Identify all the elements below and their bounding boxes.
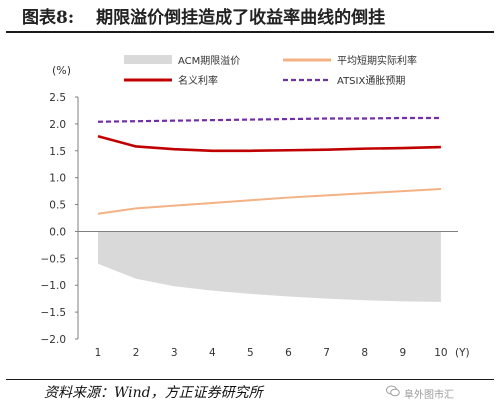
y-axis-label: (%): [52, 64, 71, 77]
y-tick-label: 1.0: [49, 173, 66, 185]
y-tick-label: −0.5: [41, 253, 67, 265]
y-tick-label: 2.5: [49, 92, 66, 104]
x-axis-ticks: 1 2 3 4 5 6 7 8 9 10: [95, 347, 448, 359]
y-tick-label: −1.0: [41, 280, 67, 292]
y-axis-ticks: 2.5 2.0 1.5 1.0 0.5 0.0 −0.5 −1.0 −1.5 −2.0: [41, 92, 67, 346]
plot-area: [75, 96, 458, 340]
x-tick-label: 4: [209, 347, 216, 359]
x-tick-label: 3: [171, 347, 178, 359]
x-tick-label: 10: [434, 347, 447, 359]
series-avg-short-rate-line: [97, 187, 441, 215]
y-tick-label: −1.5: [41, 307, 67, 319]
watermark-text: 阜外图市汇: [404, 390, 454, 401]
legend-label-2: 平均短期实际利率: [337, 54, 417, 67]
x-tick-label: 7: [323, 347, 330, 359]
legend-swatch-1: [124, 55, 172, 64]
legend-label-1: ACM期限溢价: [178, 54, 240, 67]
series-nominal-rate-line: [97, 135, 441, 153]
title-text: 期限溢价倒挂造成了收益率曲线的倒挂: [96, 8, 386, 28]
title-divider: [6, 31, 494, 33]
legend-label-4: ATSIX通胀预期: [337, 75, 405, 87]
x-tick-label: 9: [399, 347, 406, 359]
y-tick-label: −2.0: [41, 334, 67, 346]
source-divider: [6, 379, 494, 380]
x-tick-label: 6: [285, 347, 292, 359]
x-tick-label: 1: [95, 347, 102, 359]
legend-label-3: 名义利率: [178, 74, 218, 87]
x-tick-label: 2: [133, 347, 140, 359]
series-atsix-line: [97, 116, 441, 123]
y-tick-label: 1.5: [49, 146, 66, 158]
chart-title: 图表8: 期限溢价倒挂造成了收益率曲线的倒挂: [22, 3, 492, 31]
y-tick-label: 0.0: [49, 226, 66, 238]
source-note: 资料来源：Wind，方正证券研究所: [44, 385, 263, 401]
x-axis-label: (Y): [455, 347, 470, 359]
wechat-icon: [386, 385, 400, 397]
x-tick-label: 8: [361, 347, 368, 359]
y-tick-label: 0.5: [49, 200, 66, 212]
y-tick-label: 2.0: [49, 119, 66, 131]
title-label: 图表8:: [22, 8, 75, 28]
x-tick-label: 5: [247, 347, 254, 359]
series-acm-area: [98, 231, 441, 302]
